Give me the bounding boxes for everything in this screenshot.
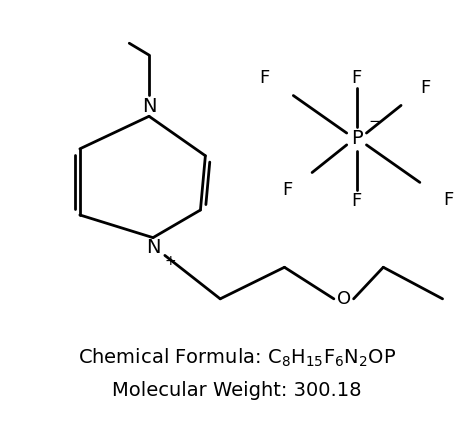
- Text: F: F: [351, 69, 362, 87]
- Text: F: F: [260, 69, 270, 87]
- Text: F: F: [283, 181, 292, 199]
- Text: F: F: [443, 191, 454, 209]
- Text: O: O: [337, 290, 351, 308]
- Text: N: N: [146, 238, 160, 257]
- Text: Molecular Weight: 300.18: Molecular Weight: 300.18: [112, 381, 362, 400]
- Text: N: N: [142, 97, 156, 116]
- Text: P: P: [351, 129, 363, 148]
- Text: F: F: [351, 192, 362, 210]
- Text: F: F: [420, 79, 431, 96]
- Text: −: −: [368, 114, 381, 129]
- Text: +: +: [165, 254, 177, 268]
- Text: Chemical Formula: $\mathregular{C_8H_{15}F_6N_2OP}$: Chemical Formula: $\mathregular{C_8H_{15…: [78, 347, 396, 369]
